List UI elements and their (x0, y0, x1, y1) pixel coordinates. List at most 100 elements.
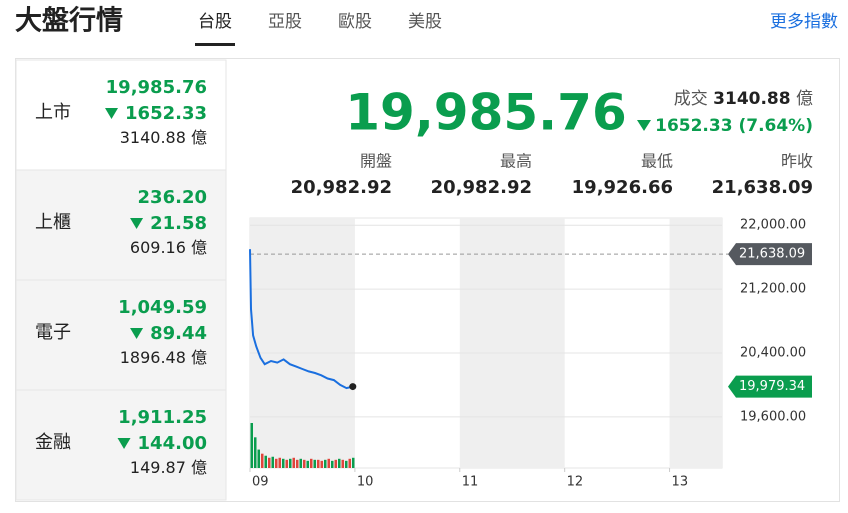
down-arrow (130, 218, 144, 229)
last-label: 19,979.34 (739, 379, 805, 394)
stat-label: 最低 (641, 152, 673, 171)
volume-unit: 億 (191, 238, 207, 257)
tab[interactable]: 歐股 (338, 12, 372, 32)
x-tick-label: 12 (567, 475, 584, 490)
tab[interactable]: 亞股 (268, 12, 302, 32)
volume-bar (320, 460, 323, 468)
volume-unit: 億 (191, 458, 207, 477)
volume-bar (341, 459, 344, 468)
stat-value: 19,926.66 (572, 177, 673, 198)
market-price: 19,985.76 (106, 77, 207, 98)
y-tick-label: 20,400.00 (740, 345, 806, 360)
market-change: 1652.33 (125, 103, 207, 124)
volume-unit: 億 (191, 128, 207, 147)
market-volume: 1896.48 億 (120, 348, 207, 367)
market-row (15, 59, 227, 171)
x-tick-label: 09 (252, 475, 269, 490)
time-band (250, 218, 355, 468)
market-row (15, 169, 227, 281)
main-price: 19,985.76 (345, 84, 627, 142)
volume-bar (317, 459, 320, 468)
volume-bar (310, 458, 313, 468)
volume-value: 1896.48 (120, 348, 186, 367)
market-volume: 609.16 億 (130, 238, 207, 257)
stat-label: 最高 (500, 152, 532, 171)
volume-value: 149.87 (130, 458, 186, 477)
stats: 開盤 20,982.92 最高 20,982.92 最低 19,926.66 昨收 21,63… (291, 152, 813, 199)
stat-value: 20,982.92 (431, 177, 532, 198)
market-price: 1,911.25 (118, 407, 207, 428)
volume-bar (334, 459, 337, 468)
change: 1652.33 (655, 116, 732, 136)
market-price: 236.20 (138, 187, 207, 208)
volume-bar (271, 456, 274, 468)
time-band (669, 218, 722, 468)
volume-value: 3140.88 (120, 128, 186, 147)
title: 大盤行情 (15, 5, 123, 37)
volume-bar (282, 458, 285, 468)
volume-bar (296, 459, 299, 468)
tab[interactable]: 台股 (198, 12, 232, 32)
tab[interactable]: 美股 (408, 12, 442, 32)
more-link[interactable]: 更多指數 (770, 12, 838, 32)
volume-bar (303, 459, 306, 468)
market-name: 上市 (35, 102, 71, 123)
volume-bar (257, 449, 260, 468)
tab-underline (195, 43, 235, 46)
stat-label: 開盤 (360, 152, 392, 171)
volume-bar (345, 460, 348, 468)
market-volume: 149.87 億 (130, 458, 207, 477)
turnover: 成交 3140.88 億 (674, 89, 813, 109)
volume-bar (327, 458, 330, 468)
main-change: 1652.33 (7.64%) (655, 116, 813, 136)
market-name: 上櫃 (35, 212, 71, 233)
volume-bar (268, 457, 271, 468)
down-arrow (105, 108, 119, 119)
market-row (15, 389, 227, 501)
market-volume: 3140.88 億 (120, 128, 207, 147)
volume-bar (275, 458, 278, 468)
volume-bar (331, 460, 334, 468)
volume-bar (285, 459, 288, 468)
prev-close-label: 21,638.09 (739, 247, 805, 262)
volume-bar (278, 457, 281, 468)
market-change: 21.58 (150, 213, 207, 234)
y-tick-label: 22,000.00 (740, 218, 806, 233)
volume-bar (289, 458, 292, 468)
volume-bar (254, 437, 257, 468)
x-tick-label: 11 (462, 475, 479, 490)
market-change: 89.44 (150, 323, 207, 344)
turnover-label: 成交 (674, 89, 708, 109)
turnover-value: 3140.88 (713, 89, 790, 109)
volume-bar (338, 458, 341, 468)
market-change: 144.00 (138, 433, 207, 454)
stat-value: 20,982.92 (291, 177, 392, 198)
price-line (249, 249, 354, 390)
y-tick-label: 21,200.00 (740, 282, 806, 297)
volume-bar (250, 423, 253, 468)
market-name: 金融 (35, 432, 71, 453)
market-row (15, 279, 227, 391)
volume-bar (313, 459, 316, 468)
time-band (459, 218, 565, 468)
x-tick-label: 13 (672, 475, 689, 490)
stat-label: 昨收 (781, 152, 813, 171)
market-name: 電子 (35, 322, 71, 343)
down-arrow (637, 120, 651, 131)
turnover-unit: 億 (796, 89, 813, 109)
down-arrow (117, 438, 131, 449)
last-point (349, 383, 357, 391)
volume-bar (264, 455, 267, 468)
y-tick-label: 19,600.00 (740, 409, 806, 424)
volume-bar (261, 453, 264, 468)
down-arrow (130, 328, 144, 339)
chart: 09 10 11 12 13 22,000.00 21,200.00 20,400.00 19,… (249, 217, 812, 490)
volume-bar (306, 460, 309, 468)
volume-value: 609.16 (130, 238, 186, 257)
volume-bar (299, 458, 302, 468)
percent: (7.64%) (738, 116, 813, 136)
volume-unit: 億 (191, 348, 207, 367)
